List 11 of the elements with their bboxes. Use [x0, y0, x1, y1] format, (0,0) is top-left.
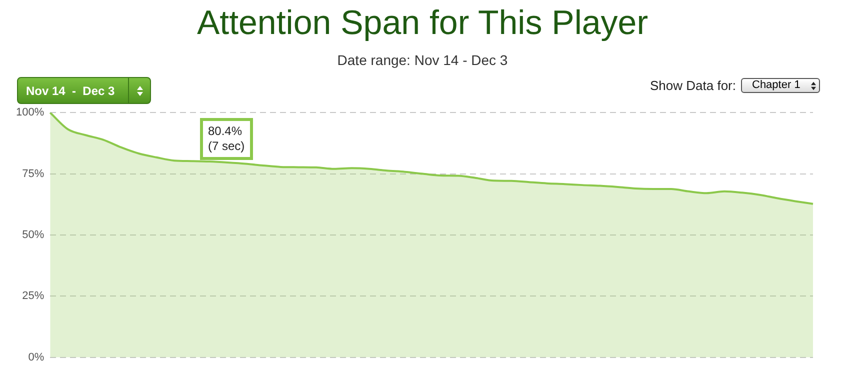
- y-tick-label: 75%: [22, 168, 44, 180]
- chart-subtitle: Date range: Nov 14 - Dec 3: [336, 52, 509, 68]
- y-tick-label: 25%: [22, 290, 44, 302]
- annotation: 80.4% (7 sec): [200, 118, 253, 160]
- chart-title: Attention Span for This Player: [196, 4, 650, 43]
- y-tick-label: 50%: [22, 229, 44, 242]
- chapter-select: Chapter 1: [741, 78, 820, 93]
- y-tick-label: 0%: [28, 351, 44, 364]
- date-range-button: Nov 14 - Dec 3: [17, 77, 151, 104]
- y-tick-label: 100%: [16, 106, 44, 119]
- text: Show Data for:: [650, 78, 736, 93]
